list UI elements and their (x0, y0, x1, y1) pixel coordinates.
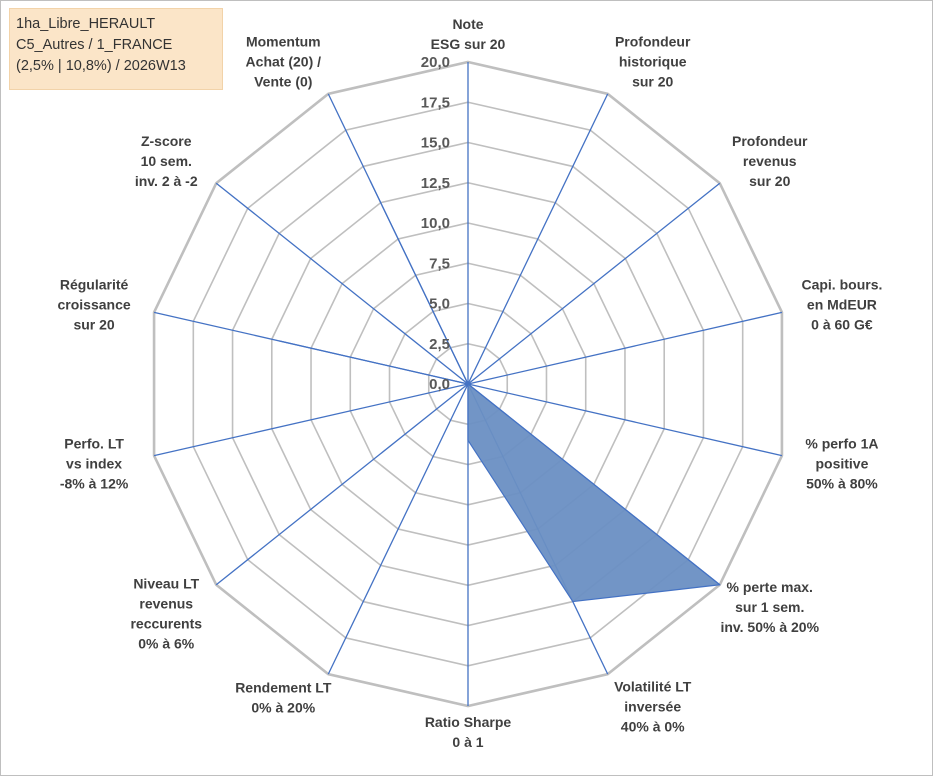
axis-label-line: % perfo 1A (805, 436, 878, 452)
axis-label: Volatilité LT inversée 40% à 0% (614, 679, 692, 735)
axis-label-line: revenus (743, 153, 797, 169)
tick-label: 20,0 (421, 54, 450, 71)
series-area (279, 180, 721, 603)
axis-label: Rendement LT 0% à 20% (235, 680, 332, 716)
axis-label-line: 0% à 6% (138, 635, 195, 651)
axis-label: Régularité croissance sur 20 (57, 276, 130, 332)
axis-label-line: Capi. bours. (801, 276, 882, 292)
tick-label: 10,0 (421, 215, 450, 232)
axis-label-line: inversée (624, 699, 681, 715)
axis-label-line: Rendement LT (235, 680, 332, 696)
axis-label-line: Ratio Sharpe (425, 714, 512, 730)
axis-label-line: historique (619, 53, 687, 69)
axis-label-line: Profondeur (615, 33, 691, 49)
tick-label: 7,5 (429, 255, 450, 272)
axis-label: Capi. bours. en MdEUR 0 à 60 G€ (801, 276, 882, 332)
axis-label: Perfo. LT vs index -8% à 12% (60, 436, 129, 492)
info-line-1: 1ha_Libre_HERAULT (16, 16, 156, 32)
axis-label-line: en MdEUR (807, 296, 877, 312)
axis-label-line: Profondeur (732, 133, 808, 149)
axis-label-line: Achat (20) / (246, 53, 322, 69)
radar-series (279, 180, 721, 603)
tick-label: 2,5 (429, 336, 450, 353)
axis-label-line: -8% à 12% (60, 476, 129, 492)
axis-label-line: ESG sur 20 (431, 36, 506, 52)
axis-label: Profondeur revenus sur 20 (732, 133, 808, 189)
axis-label-line: Niveau LT (133, 575, 199, 591)
axis-label-line: sur 20 (749, 173, 790, 189)
axis-label: Note ESG sur 20 (431, 16, 506, 52)
tick-label: 5,0 (429, 296, 450, 313)
axis-label-line: 0 à 1 (452, 734, 483, 750)
axis-label: Momentum Achat (20) / Vente (0) (246, 33, 322, 89)
axis-label-line: revenus (139, 595, 193, 611)
axis-label-line: Volatilité LT (614, 679, 692, 695)
axis-label-line: 0 à 60 G€ (811, 316, 873, 332)
axis-label-line: positive (815, 456, 868, 472)
axis-label-line: 0% à 20% (251, 700, 315, 716)
axis-label: Niveau LT revenus reccurents 0% à 6% (130, 575, 202, 651)
axis-label-line: reccurents (130, 615, 202, 631)
axis-label-line: 50% à 80% (806, 476, 878, 492)
axis-label-line: Régularité (60, 276, 129, 292)
axis-label-line: 40% à 0% (621, 719, 685, 735)
axis-spoke (467, 182, 721, 385)
axis-label: Ratio Sharpe 0 à 1 (425, 714, 512, 750)
axis-spoke (467, 93, 609, 385)
axis-label-line: croissance (57, 296, 130, 312)
axis-label-line: sur 1 sem. (735, 599, 804, 615)
tick-label: 12,5 (421, 175, 450, 192)
axis-label-line: Perfo. LT (64, 436, 124, 452)
axis-label-line: Momentum (246, 33, 321, 49)
axis-label-line: sur 20 (73, 316, 114, 332)
info-line-2: C5_Autres / 1_FRANCE (16, 37, 173, 53)
axis-label-line: sur 20 (632, 73, 673, 89)
axis-label-line: Vente (0) (254, 73, 312, 89)
axis-label-line: 10 sem. (141, 153, 192, 169)
axis-label-line: vs index (66, 456, 122, 472)
info-box: 1ha_Libre_HERAULT C5_Autres / 1_FRANCE (… (9, 8, 223, 90)
axis-label-line: Z-score (141, 133, 192, 149)
tick-label: 17,5 (421, 94, 450, 111)
axis-label: % perfo 1A positive 50% à 80% (805, 436, 878, 492)
axis-label: % perte max. sur 1 sem. inv. 50% à 20% (720, 579, 819, 635)
axis-spoke (215, 182, 469, 385)
axis-spoke (467, 383, 783, 457)
axis-label-line: Note (452, 16, 483, 32)
info-line-3: (2,5% | 10,8%) / 2026W13 (16, 58, 186, 74)
axis-label-line: % perte max. (727, 579, 813, 595)
axis-labels: Note ESG sur 20 Profondeur historique sur 20… (57, 16, 882, 750)
axis-spoke (153, 383, 469, 457)
axis-label-line: inv. 50% à 20% (720, 619, 819, 635)
tick-label: 0,0 (429, 376, 450, 393)
tick-label: 15,0 (421, 135, 450, 152)
axis-label: Profondeur historique sur 20 (615, 33, 691, 89)
axis-spoke (327, 383, 469, 675)
axis-label-line: inv. 2 à -2 (135, 173, 198, 189)
radial-tick-labels: 0,0 2,5 5,0 7,5 10,0 12,5 15,0 17,5 20,0 (421, 54, 450, 393)
axis-spoke (467, 311, 783, 385)
axis-label: Z-score 10 sem. inv. 2 à -2 (135, 133, 198, 189)
axis-spoke (215, 383, 469, 586)
